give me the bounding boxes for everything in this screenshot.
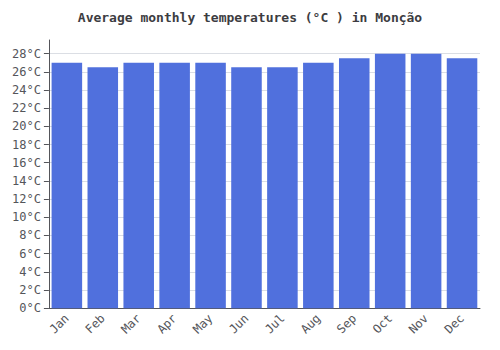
svg-text:24°C: 24°C: [12, 83, 41, 97]
svg-text:Feb: Feb: [83, 311, 108, 336]
svg-text:Apr: Apr: [154, 311, 179, 336]
svg-text:Oct: Oct: [370, 311, 395, 336]
svg-text:18°C: 18°C: [12, 138, 41, 152]
svg-text:Sep: Sep: [334, 311, 359, 336]
svg-text:2°C: 2°C: [19, 283, 41, 297]
svg-text:Aug: Aug: [298, 311, 323, 336]
svg-text:8°C: 8°C: [19, 228, 41, 242]
svg-text:Jul: Jul: [262, 311, 287, 336]
svg-text:0°C: 0°C: [19, 301, 41, 315]
svg-text:28°C: 28°C: [12, 47, 41, 61]
svg-text:12°C: 12°C: [12, 192, 41, 206]
svg-text:May: May: [190, 311, 215, 336]
svg-text:Jan: Jan: [47, 311, 72, 336]
svg-text:14°C: 14°C: [12, 174, 41, 188]
svg-text:22°C: 22°C: [12, 101, 41, 115]
svg-text:Average monthly temperatures (: Average monthly temperatures (°C ) in Mo…: [78, 10, 423, 25]
svg-text:4°C: 4°C: [19, 265, 41, 279]
svg-text:26°C: 26°C: [12, 65, 41, 79]
svg-text:Mar: Mar: [118, 311, 143, 336]
svg-text:10°C: 10°C: [12, 210, 41, 224]
svg-text:Nov: Nov: [406, 311, 431, 336]
svg-text:20°C: 20°C: [12, 119, 41, 133]
svg-text:Jun: Jun: [226, 311, 251, 336]
svg-text:Dec: Dec: [442, 311, 467, 336]
svg-text:16°C: 16°C: [12, 156, 41, 170]
svg-text:6°C: 6°C: [19, 247, 41, 261]
